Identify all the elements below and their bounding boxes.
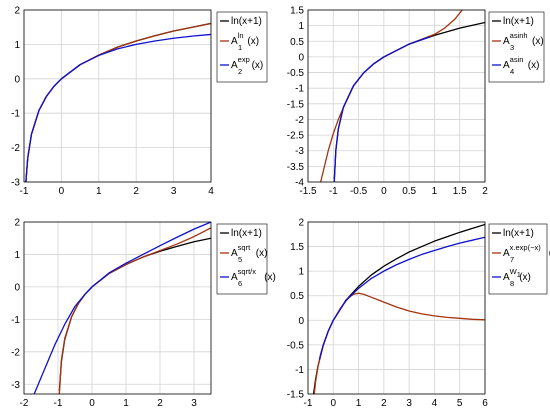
legend-entry: ln(x+1) xyxy=(231,228,262,239)
y-tick-label: -2 xyxy=(295,115,304,126)
legend-entry: Aln 1(x) xyxy=(231,31,259,52)
legend-entry: Asqrt 5(x) xyxy=(231,243,267,264)
legend-box xyxy=(488,223,548,295)
x-tick-label: 0 xyxy=(59,186,65,197)
x-tick-label: 1 xyxy=(96,186,102,197)
x-tick-label: 0 xyxy=(381,186,387,197)
y-tick-label: -0.5 xyxy=(287,68,305,79)
legend-entry: Aexp 2(x) xyxy=(231,55,263,76)
legend-box xyxy=(216,223,268,295)
x-tick-label: 3 xyxy=(406,398,412,409)
x-tick-label: 3 xyxy=(191,398,197,409)
series-line-2 xyxy=(33,222,211,394)
y-tick-label: 2 xyxy=(14,6,20,17)
legend-box xyxy=(216,11,268,83)
y-tick-label: 1 xyxy=(14,40,20,51)
y-tick-label: -2 xyxy=(11,347,20,358)
y-tick-label: 0 xyxy=(298,52,304,63)
y-tick-label: -1.5 xyxy=(287,99,305,110)
x-tick-label: 1 xyxy=(432,186,438,197)
x-tick-label: -1 xyxy=(329,186,338,197)
x-tick-label: 0 xyxy=(89,398,95,409)
y-tick-label: 0 xyxy=(298,316,304,327)
subplot-asinh-asin: -1.5 -1 -0.5 0 0.5 1 1.5 2 -4 -3.5 -3 -2.5 -2 -1.5 -1 -… xyxy=(287,6,545,197)
y-tick-label: -1 xyxy=(11,315,20,326)
y-tick-label: -3 xyxy=(295,146,304,157)
y-tick-label: -4 xyxy=(295,178,304,189)
plot-area xyxy=(308,222,485,394)
axes-box xyxy=(23,9,212,183)
legend-box xyxy=(488,11,545,83)
y-tick-label: -1.5 xyxy=(287,390,305,401)
series-line-2 xyxy=(333,36,430,182)
y-tick-label: 2 xyxy=(14,218,20,229)
x-tick-label: 1 xyxy=(123,398,129,409)
x-tick-label: 3 xyxy=(171,186,177,197)
y-tick-label: 1 xyxy=(298,21,304,32)
legend-entry: ln(x+1) xyxy=(231,16,262,27)
y-tick-label: 1.5 xyxy=(290,6,304,17)
x-tick-label: 2 xyxy=(133,186,139,197)
y-tick-label: -1 xyxy=(295,365,304,376)
legend-entry: Aasin 4(x) xyxy=(503,55,539,76)
series-line-2 xyxy=(25,33,211,182)
y-tick-label: 1.5 xyxy=(290,242,304,253)
y-tick-label: 0 xyxy=(14,74,20,85)
y-tick-label: 2 xyxy=(298,218,304,229)
plot-area xyxy=(308,10,485,182)
y-tick-label: -3 xyxy=(11,178,20,189)
x-tick-label: -2 xyxy=(20,398,29,409)
x-tick-label: 6 xyxy=(482,398,488,409)
x-tick-label: 1 xyxy=(356,398,362,409)
legend-entry: Asqrt/x 6(x) xyxy=(231,267,276,288)
plot-area xyxy=(24,10,211,182)
y-tick-label: -1 xyxy=(11,109,20,120)
y-tick-label: 1 xyxy=(298,267,304,278)
legend-entry: Aasinh 3(x) xyxy=(503,31,544,52)
y-tick-label: -2 xyxy=(11,143,20,154)
y-tick-label: 0.5 xyxy=(290,291,304,302)
x-tick-label: 2 xyxy=(157,398,163,409)
y-tick-label: 0.5 xyxy=(290,37,304,48)
x-tick-label: 2 xyxy=(482,186,488,197)
axes-box xyxy=(307,221,486,395)
x-tick-label: 4 xyxy=(208,186,214,197)
x-tick-label: 0.5 xyxy=(402,186,416,197)
y-tick-label: -0.5 xyxy=(287,340,305,351)
subplot-xexp-lambert: -1 0 1 2 3 4 5 6-1.5-1-0.500.511.52ln(x+1)Ax.ex… xyxy=(287,218,550,410)
x-tick-label: 1.5 xyxy=(453,186,467,197)
x-tick-label: 0 xyxy=(331,398,337,409)
legend-entry: Ax.exp(−x)7(x) xyxy=(503,243,550,264)
subplot-ln-exp: -1 0 1 2 3 4 -3 -2 -1 0 1 2 ln(x+1) Aln 1(x) Aexp 2(x) xyxy=(11,6,268,197)
x-tick-label: -1 xyxy=(54,398,63,409)
x-tick-label: -0.5 xyxy=(350,186,368,197)
x-tick-label: 4 xyxy=(432,398,438,409)
axes-box xyxy=(23,221,212,395)
y-tick-label: 0 xyxy=(14,282,20,293)
x-tick-label: -1 xyxy=(304,398,313,409)
series-line-2 xyxy=(318,236,485,360)
plot-area xyxy=(24,222,211,394)
y-tick-label: -3 xyxy=(11,380,20,391)
y-tick-label: -2.5 xyxy=(287,131,305,142)
x-tick-label: -1 xyxy=(20,186,29,197)
y-tick-label: 1 xyxy=(14,250,20,261)
legend-entry: ln(x+1) xyxy=(503,16,534,27)
legend-entry: ln(x+1) xyxy=(503,228,534,239)
y-tick-label: -1 xyxy=(295,84,304,95)
x-tick-label: 5 xyxy=(457,398,463,409)
x-tick-label: -1.5 xyxy=(299,186,317,197)
x-tick-label: 2 xyxy=(381,398,387,409)
y-tick-label: -3.5 xyxy=(287,162,305,173)
legend-entry: AW1 8(x) xyxy=(503,267,531,288)
axes-box xyxy=(307,9,486,183)
